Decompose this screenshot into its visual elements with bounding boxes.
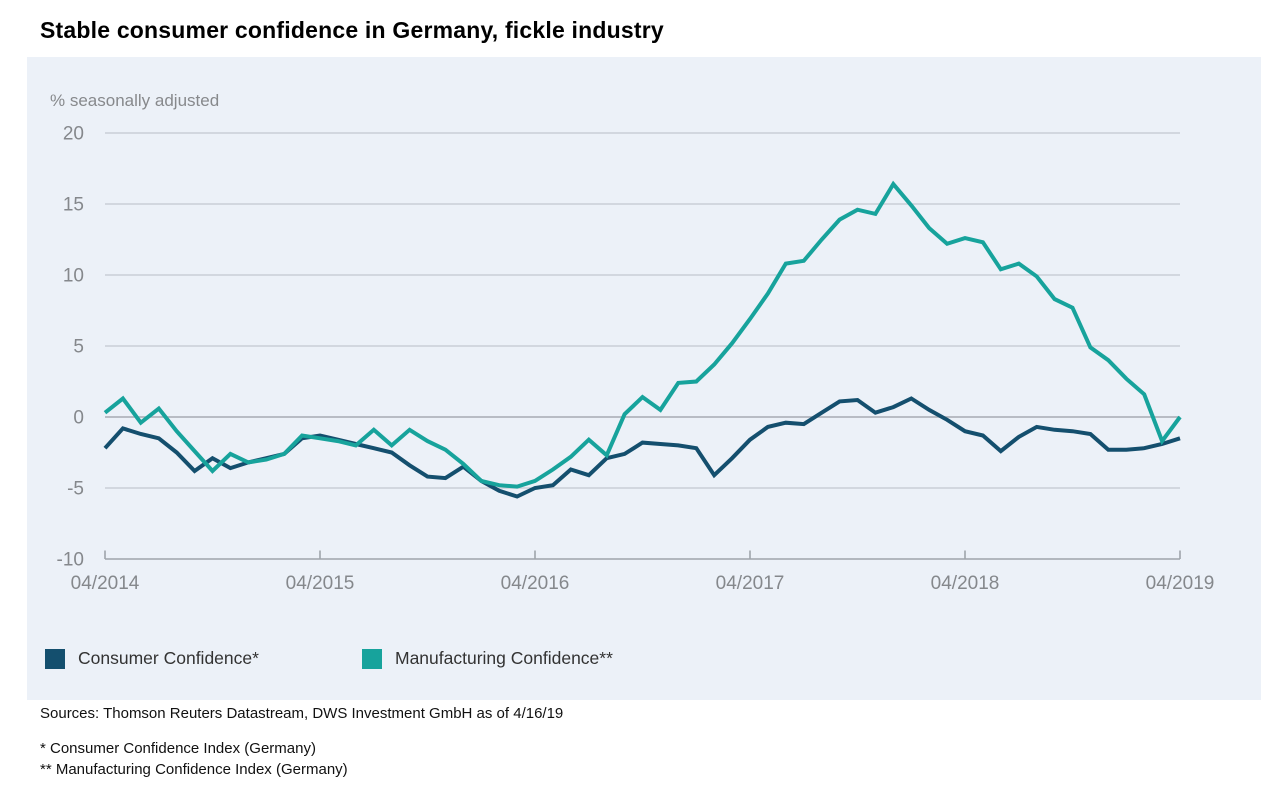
footnote-consumer: * Consumer Confidence Index (Germany): [40, 740, 316, 757]
footnote-manufacturing: ** Manufacturing Confidence Index (Germa…: [40, 761, 348, 778]
sources-line: Sources: Thomson Reuters Datastream, DWS…: [40, 705, 564, 722]
consumer-confidence-swatch: [45, 648, 65, 669]
legend-label: Consumer Confidence*: [78, 648, 259, 668]
legend-item-manufacturing-confidence: Manufacturing Confidence**: [362, 648, 613, 669]
chart-panel: [27, 57, 1261, 700]
legend-label: Manufacturing Confidence**: [395, 648, 613, 668]
y-axis-unit-label: % seasonally adjusted: [50, 91, 220, 110]
page-title: Stable consumer confidence in Germany, f…: [40, 17, 664, 43]
legend-item-consumer-confidence: Consumer Confidence*: [45, 648, 259, 669]
manufacturing-confidence-swatch: [362, 648, 382, 669]
